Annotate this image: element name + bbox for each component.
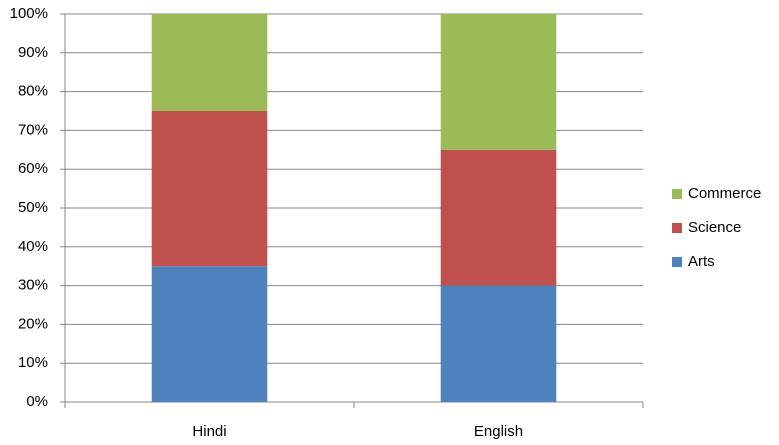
x-tick-label: English: [474, 423, 523, 440]
legend-swatch: [672, 189, 682, 199]
y-tick-label: 80%: [18, 83, 48, 100]
y-tick-label: 50%: [18, 199, 48, 216]
legend-swatch: [672, 257, 682, 267]
y-tick-label: 60%: [18, 160, 48, 177]
y-tick-label: 40%: [18, 238, 48, 255]
bar-segment: [151, 14, 268, 111]
bar-segment: [440, 14, 557, 150]
y-tick-label: 70%: [18, 121, 48, 138]
bar-segment: [440, 149, 557, 286]
y-tick-label: 30%: [18, 277, 48, 294]
y-tick-label: 100%: [10, 5, 48, 22]
bar-segment: [440, 285, 557, 402]
y-tick-label: 0%: [26, 393, 48, 410]
bar-segment: [151, 111, 268, 267]
legend-label: Science: [688, 219, 741, 236]
y-tick-label: 90%: [18, 44, 48, 61]
legend-label: Arts: [688, 253, 715, 270]
legend-swatch: [672, 223, 682, 233]
y-tick-label: 10%: [18, 354, 48, 371]
x-tick-label: Hindi: [192, 423, 226, 440]
legend-label: Commerce: [688, 185, 761, 202]
bar-segment: [151, 266, 268, 402]
y-tick-label: 20%: [18, 315, 48, 332]
